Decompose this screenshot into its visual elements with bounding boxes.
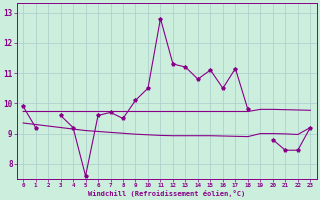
X-axis label: Windchill (Refroidissement éolien,°C): Windchill (Refroidissement éolien,°C): [88, 190, 245, 197]
